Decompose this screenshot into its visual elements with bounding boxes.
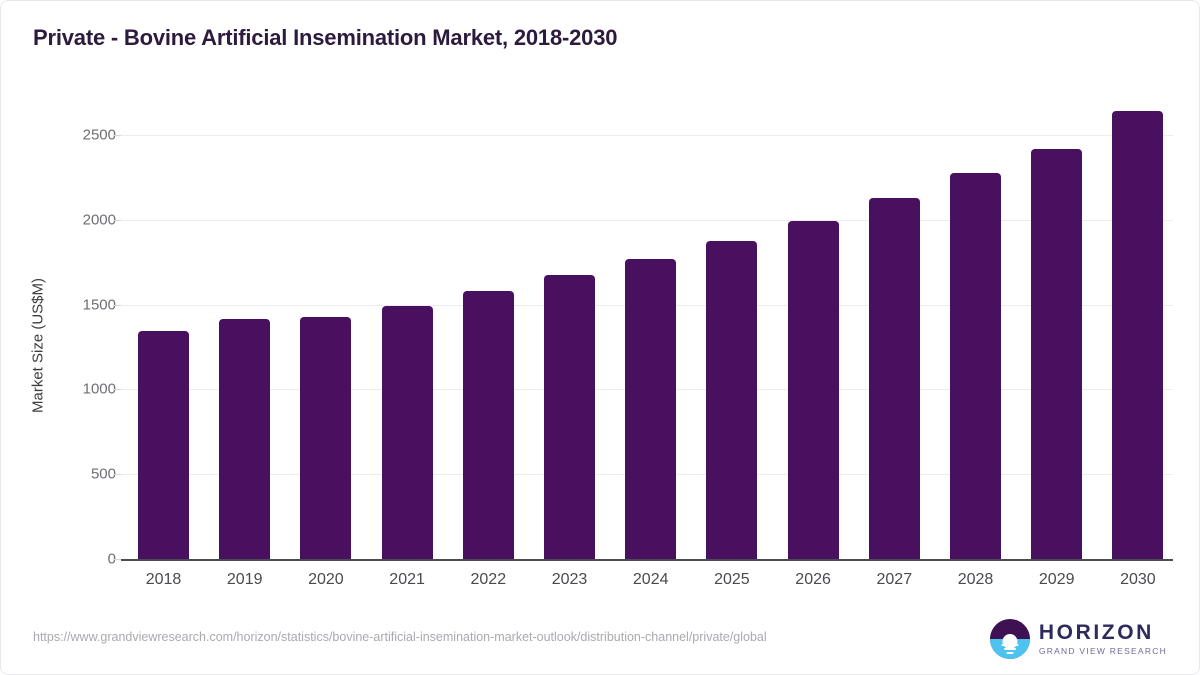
gridline <box>121 219 1173 221</box>
x-tick-label-2019: 2019 <box>226 571 263 588</box>
y-tick-label: 2500 <box>82 126 116 144</box>
y-tick-mark <box>113 474 121 476</box>
x-axis-line <box>121 559 1173 561</box>
page-title: Private - Bovine Artificial Insemination… <box>33 25 618 50</box>
bar-2023[interactable] <box>544 275 595 559</box>
y-tick-label: 1000 <box>82 380 116 398</box>
y-tick-mark <box>113 219 121 221</box>
logo-ray-2 <box>1003 648 1016 650</box>
logo-text: HORIZON GRAND VIEW RESEARCH <box>1039 622 1167 656</box>
bar-2024[interactable] <box>625 258 677 559</box>
gridline <box>121 135 1173 136</box>
bar-2020[interactable] <box>300 316 352 559</box>
x-tick-label-2023: 2023 <box>551 571 588 588</box>
logo-sun-icon <box>1002 634 1018 650</box>
bar-2018[interactable] <box>138 331 189 559</box>
bar-2029[interactable] <box>1031 148 1083 559</box>
x-tick-label-2021: 2021 <box>389 571 425 588</box>
x-tick-label-2027: 2027 <box>876 571 913 588</box>
bar-2028[interactable] <box>950 172 1001 559</box>
y-axis-tick-labels: 0 500 1000 1500 2000 2500 <box>41 1 116 674</box>
bar-2026[interactable] <box>787 220 839 559</box>
bar-2025[interactable] <box>706 240 758 559</box>
y-tick-label: 0 <box>107 550 116 568</box>
bar-2027[interactable] <box>868 197 920 559</box>
y-tick-mark <box>113 304 121 306</box>
x-tick-label-2026: 2026 <box>795 571 831 588</box>
x-tick-label-2022: 2022 <box>470 571 507 588</box>
logo-ray-1 <box>1001 644 1019 646</box>
bar-2022[interactable] <box>462 291 514 559</box>
x-tick-label-2018: 2018 <box>145 571 182 588</box>
source-url[interactable]: https://www.grandviewresearch.com/horizo… <box>33 630 767 644</box>
y-tick-mark <box>113 389 121 391</box>
x-tick-label-2030: 2030 <box>1120 571 1156 588</box>
x-tick-label-2029: 2029 <box>1038 571 1075 588</box>
x-tick-label-2020: 2020 <box>308 571 344 588</box>
bar-2030[interactable] <box>1112 110 1164 559</box>
y-tick-label: 2000 <box>82 211 116 229</box>
horizon-logo: HORIZON GRAND VIEW RESEARCH <box>989 619 1167 659</box>
y-tick-mark <box>113 135 121 136</box>
logo-tagline: GRAND VIEW RESEARCH <box>1038 646 1167 657</box>
horizon-mark-icon <box>989 619 1030 659</box>
logo-ray-3 <box>1006 652 1014 654</box>
y-tick-label: 500 <box>90 465 116 483</box>
x-tick-label-2024: 2024 <box>632 571 669 588</box>
logo-wordmark: HORIZON <box>1038 621 1154 645</box>
x-tick-label-2028: 2028 <box>957 571 994 588</box>
y-tick-label: 1500 <box>82 296 116 314</box>
bar-2021[interactable] <box>381 305 433 559</box>
y-tick-mark <box>113 559 121 560</box>
bar-2019[interactable] <box>219 319 271 559</box>
x-tick-label-2025: 2025 <box>714 571 750 588</box>
